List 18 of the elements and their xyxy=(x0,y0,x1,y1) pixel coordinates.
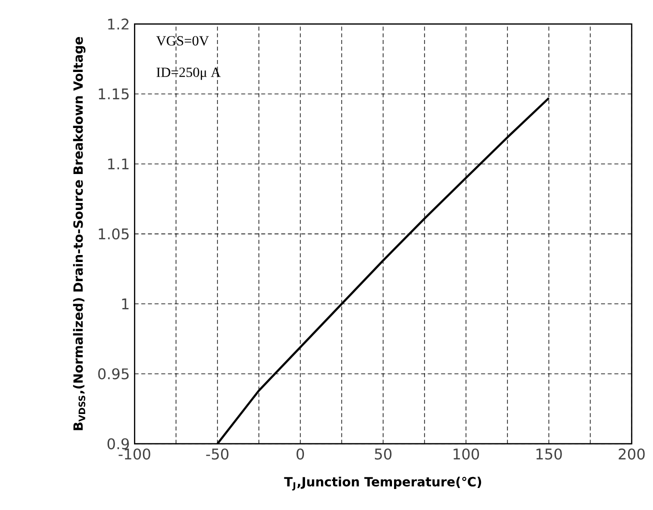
x-tick-label: -100 xyxy=(118,448,150,460)
x-tick-label: 0 xyxy=(296,448,304,460)
x-tick-label: 150 xyxy=(536,448,562,460)
y-tick-label: 1.05 xyxy=(98,228,129,240)
x-tick-label: -50 xyxy=(206,448,228,460)
y-tick-label: 0.95 xyxy=(98,368,129,380)
x-tick-label: 50 xyxy=(374,448,392,460)
y-tick-label: 1.2 xyxy=(108,18,128,30)
y-tick-label: 1 xyxy=(122,298,129,309)
x-tick-label: 100 xyxy=(454,448,479,460)
x-axis-title: T$_{J}$,Junction Temperature(℃) xyxy=(284,476,482,490)
x-tick-label: 200 xyxy=(618,448,645,460)
annotation: ID=250μ A xyxy=(156,67,221,80)
y-tick-label: 0.9 xyxy=(108,438,129,450)
y-tick-label: 1.15 xyxy=(98,88,129,100)
y-tick-label: 1.1 xyxy=(108,158,129,170)
annotation: VGS=0V xyxy=(156,36,209,46)
y-axis-title: B$_{VDSS}$,(Normalized) Drain-to-Source Breakdown Voltage xyxy=(73,36,86,430)
